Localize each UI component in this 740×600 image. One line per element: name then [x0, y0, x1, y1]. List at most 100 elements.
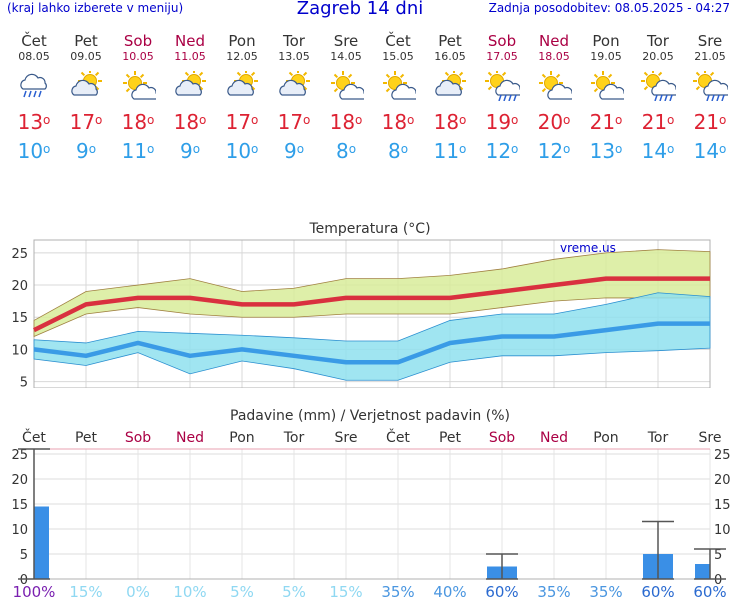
probability-label: 100% [13, 583, 56, 600]
min-temp: 10o [225, 139, 259, 163]
day-column: Čet 15.05 18o 8o [372, 32, 424, 163]
day-name: Pon [228, 32, 256, 50]
day-column: Pet 09.05 17o 9o [60, 32, 112, 163]
day-name: Sre [333, 32, 359, 50]
day-name: Ned [539, 32, 569, 50]
probability-label: 15% [69, 583, 102, 600]
y-tick-label: 0 [20, 573, 28, 588]
x-tick-label: Ned [176, 430, 204, 446]
x-tick-label: Ned [540, 430, 568, 446]
day-date: 14.05 [330, 50, 362, 63]
sun-rain-icon [641, 71, 676, 101]
sun-cloud-icon [591, 71, 624, 100]
day-column: Tor 13.05 17o 9o [268, 32, 320, 163]
y-tick-label: 25 [11, 448, 28, 463]
chart-title: Temperatura (°C) [308, 221, 430, 237]
y-tick-label: 5 [20, 376, 28, 388]
min-temp: 13o [589, 139, 623, 163]
y-tick-label-right: 15 [714, 498, 731, 513]
sun-cloud-icon [123, 71, 156, 100]
day-column: Sre 14.05 18o 8o [320, 32, 372, 163]
series-line-max [33, 276, 710, 333]
day-column: Sob 10.05 18o 11o [112, 32, 164, 163]
probability-label: 60% [485, 583, 518, 600]
min-temp: 14o [693, 139, 727, 163]
day-date: 20.05 [642, 50, 674, 63]
min-temp: 9o [179, 139, 201, 163]
sun-rain-icon [485, 71, 520, 101]
day-name: Pon [592, 32, 620, 50]
max-temp: 21o [589, 110, 623, 134]
min-temp: 11o [433, 139, 467, 163]
probability-label: 35% [381, 583, 414, 600]
x-tick-label: Sob [125, 430, 151, 446]
day-column: Sob 17.05 19o 12o [476, 32, 528, 163]
min-temp: 12o [485, 139, 519, 163]
min-temp: 9o [75, 139, 97, 163]
max-temp: 21o [641, 110, 675, 134]
max-temp: 13o [17, 110, 51, 134]
probability-label: 5% [230, 583, 254, 600]
day-column: Pon 12.05 17o 10o [216, 32, 268, 163]
temperature-chart: Temperatura (°C) vreme.us 5 10 15 20 25 [11, 221, 711, 388]
y-tick-label-right: 5 [714, 548, 722, 563]
day-date: 11.05 [174, 50, 206, 63]
day-date: 15.05 [382, 50, 414, 63]
day-column: Pet 16.05 18o 11o [424, 32, 476, 163]
day-date: 10.05 [122, 50, 154, 63]
y-tick-label-right: 0 [714, 573, 722, 588]
max-temp: 17o [225, 110, 259, 134]
day-name: Ned [175, 32, 205, 50]
x-tick-label: Sob [489, 430, 515, 446]
precip-bar [695, 564, 710, 579]
min-temp: 11o [121, 139, 155, 163]
y-tick-label: 15 [11, 311, 28, 326]
day-column: Čet 08.05 13o 10o [8, 32, 60, 163]
day-date: 19.05 [590, 50, 622, 63]
probability-label: 35% [537, 583, 570, 600]
sun-rain-icon [693, 71, 728, 101]
probability-label: 15% [329, 583, 362, 600]
day-column: Tor 20.05 21o 14o [632, 32, 684, 163]
precipitation-chart: Padavine (mm) / Verjetnost padavin (%) Če… [11, 408, 731, 600]
partly-cloudy-icon [175, 71, 206, 96]
x-tick-label: Čet [386, 428, 410, 446]
day-name: Čet [21, 32, 47, 50]
day-column: Ned 18.05 20o 12o [528, 32, 580, 163]
x-tick-label: Pet [75, 430, 98, 446]
probability-label: 60% [693, 583, 726, 600]
probability-label: 35% [589, 583, 622, 600]
range-band-min [33, 292, 711, 381]
day-date: 13.05 [278, 50, 310, 63]
max-temp: 18o [433, 110, 467, 134]
x-tick-label: Pet [439, 430, 462, 446]
min-temp: 8o [387, 139, 409, 163]
page-title: Zagreb 14 dni [296, 0, 424, 19]
min-temp: 9o [283, 139, 305, 163]
min-temp: 10o [17, 139, 51, 163]
max-temp: 17o [277, 110, 311, 134]
x-tick-label: Čet [22, 428, 46, 446]
max-temp: 18o [173, 110, 207, 134]
max-temp: 20o [537, 110, 571, 134]
day-date: 17.05 [486, 50, 518, 63]
day-date: 21.05 [694, 50, 726, 63]
max-temp: 17o [69, 110, 103, 134]
min-temp: 14o [641, 139, 675, 163]
day-name: Tor [647, 32, 669, 50]
max-temp: 18o [329, 110, 363, 134]
probability-label: 5% [282, 583, 306, 600]
min-temp: 12o [537, 139, 571, 163]
rain-icon [20, 73, 47, 98]
day-name: Pet [74, 32, 98, 50]
probability-label: 10% [173, 583, 206, 600]
chart-title: Padavine (mm) / Verjetnost padavin (%) [230, 408, 510, 424]
series-line-min [33, 321, 710, 365]
partly-cloudy-icon [279, 71, 310, 96]
day-column: Sre 21.05 21o 14o [684, 32, 736, 163]
max-temp: 18o [381, 110, 415, 134]
location-hint[interactable]: (kraj lahko izberete v meniju) [7, 1, 184, 15]
y-tick-label: 25 [11, 247, 28, 262]
sun-cloud-icon [331, 71, 364, 100]
max-temp: 18o [121, 110, 155, 134]
